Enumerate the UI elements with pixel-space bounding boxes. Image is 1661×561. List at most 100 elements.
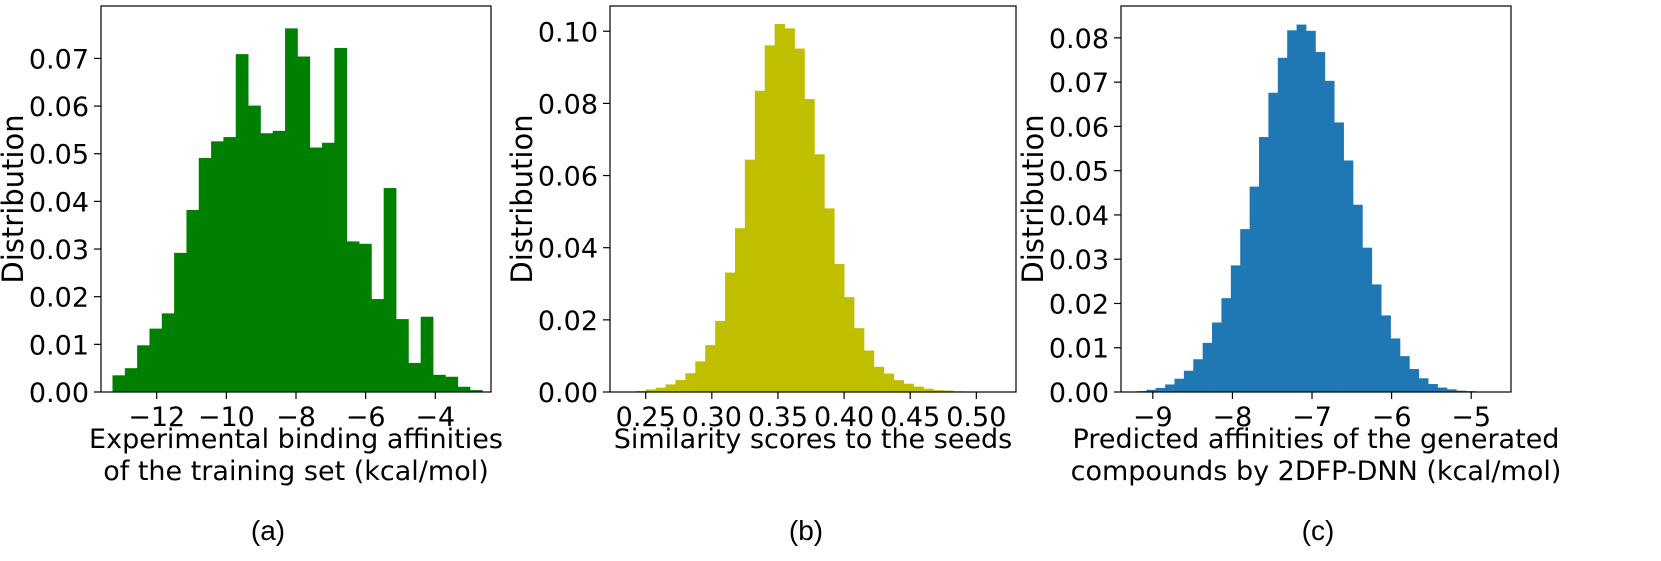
histogram-panel-c: −9−8−7−6−5 0.000.010.020.030.040.050.060…: [1016, 6, 1561, 546]
y-tick-label: 0.03: [29, 235, 89, 266]
histogram-bar: [297, 57, 310, 392]
y-tick-label: 0.07: [29, 44, 89, 75]
histogram-bar: [1174, 379, 1184, 392]
histogram-bar: [310, 148, 323, 392]
histogram-bar: [1353, 205, 1363, 392]
histogram-bar: [1165, 384, 1175, 392]
histogram-bar: [1212, 323, 1222, 393]
panel-caption: (b): [789, 515, 823, 546]
histogram-bar: [1297, 25, 1307, 392]
histogram-bar: [715, 321, 725, 392]
histogram-bar: [199, 158, 212, 392]
histogram-bar: [458, 387, 471, 392]
histogram-bars: [626, 24, 974, 392]
histogram-bar: [685, 373, 695, 392]
histogram-bar: [874, 367, 884, 392]
panel-caption: (a): [251, 515, 285, 546]
y-tick-label: 0.04: [538, 234, 598, 265]
histogram-bar: [735, 228, 745, 392]
histogram-bar: [1362, 248, 1372, 392]
histogram-bar: [236, 54, 249, 392]
histogram-bar: [1268, 93, 1278, 392]
y-tick-label: 0.08: [1049, 24, 1109, 55]
histogram-bar: [445, 377, 458, 392]
histogram-bar: [347, 241, 360, 392]
histogram-bar: [359, 244, 372, 392]
x-axis-label-line-1: Predicted affinities of the generated: [1073, 424, 1560, 455]
histogram-bar: [824, 208, 834, 392]
histogram-bar: [1259, 137, 1269, 392]
y-tick-label: 0.02: [538, 306, 598, 337]
histogram-bar: [174, 253, 187, 392]
histogram-bar: [334, 48, 347, 392]
histogram-bar: [1437, 388, 1447, 392]
y-tick-label: 0.01: [1049, 334, 1109, 365]
histogram-bar: [1334, 122, 1344, 392]
y-tick-label: 0.07: [1049, 68, 1109, 99]
histogram-bar: [260, 133, 273, 392]
histogram-bar: [1203, 343, 1213, 392]
histogram-bar: [1391, 338, 1401, 392]
y-tick-label: 0.08: [538, 89, 598, 120]
histogram-bar: [834, 264, 844, 392]
histogram-bar: [125, 368, 138, 392]
y-tick-label: 0.06: [1049, 112, 1109, 143]
y-tick-label: 0.04: [29, 187, 89, 218]
histogram-bar: [1372, 284, 1382, 392]
histogram-bar: [371, 299, 384, 392]
histogram-panel-a: −12−10−8−6−4 0.000.010.020.030.040.050.0…: [0, 6, 503, 546]
y-tick-label: 0.02: [1049, 289, 1109, 320]
histogram-bar: [864, 351, 874, 392]
histogram-bar: [1287, 30, 1297, 392]
histogram-bar: [904, 384, 914, 392]
histogram-bar: [695, 361, 705, 392]
histogram-bar: [1381, 315, 1391, 392]
histogram-bar: [745, 160, 755, 392]
histogram-bar: [273, 131, 286, 392]
y-axis-label: Distribution: [1016, 114, 1050, 283]
histogram-bar: [666, 384, 676, 392]
histogram-bar: [1344, 160, 1354, 392]
histogram-bar: [421, 317, 434, 392]
y-tick-label: 0.05: [1049, 157, 1109, 188]
x-axis-label-line-1: Experimental binding affinities: [89, 424, 503, 455]
histogram-bar: [1419, 378, 1429, 392]
histogram-bar: [162, 313, 175, 392]
y-axis-label: Distribution: [505, 114, 539, 283]
y-axis-ticks: 0.000.020.040.060.080.10: [538, 17, 610, 409]
histogram-bar: [804, 99, 814, 392]
histogram-bar: [1400, 356, 1410, 392]
histogram-bar: [1231, 265, 1241, 392]
histogram-bar: [223, 137, 236, 392]
histogram-bar: [914, 387, 924, 392]
histogram-bar: [884, 374, 894, 392]
y-tick-label: 0.01: [29, 330, 89, 361]
histogram-bar: [765, 45, 775, 392]
histogram-bar: [1184, 371, 1194, 392]
histogram-bar: [1221, 298, 1231, 392]
x-axis-label-line-1: Similarity scores to the seeds: [614, 424, 1013, 455]
y-axis-ticks: 0.000.010.020.030.040.050.060.07: [29, 44, 101, 409]
y-tick-label: 0.00: [538, 378, 598, 409]
y-tick-label: 0.02: [29, 283, 89, 314]
y-tick-label: 0.06: [538, 162, 598, 193]
y-axis-ticks: 0.000.010.020.030.040.050.060.070.08: [1049, 24, 1121, 409]
histogram-bar: [656, 388, 666, 392]
histogram-bar: [794, 49, 804, 392]
histogram-bar: [785, 28, 795, 392]
histogram-bar: [675, 380, 685, 392]
histogram-bar: [186, 210, 199, 392]
histogram-bar: [1428, 384, 1438, 392]
y-axis-label: Distribution: [0, 114, 30, 283]
y-tick-label: 0.05: [29, 140, 89, 171]
histogram-bars: [1137, 25, 1485, 392]
histogram-bar: [211, 141, 224, 392]
y-tick-label: 0.04: [1049, 201, 1109, 232]
y-tick-label: 0.00: [1049, 378, 1109, 409]
histogram-bar: [384, 188, 397, 392]
histogram-bar: [705, 345, 715, 392]
histogram-bar: [285, 28, 298, 392]
histogram-bar: [396, 319, 409, 392]
histogram-bar: [1325, 81, 1335, 392]
